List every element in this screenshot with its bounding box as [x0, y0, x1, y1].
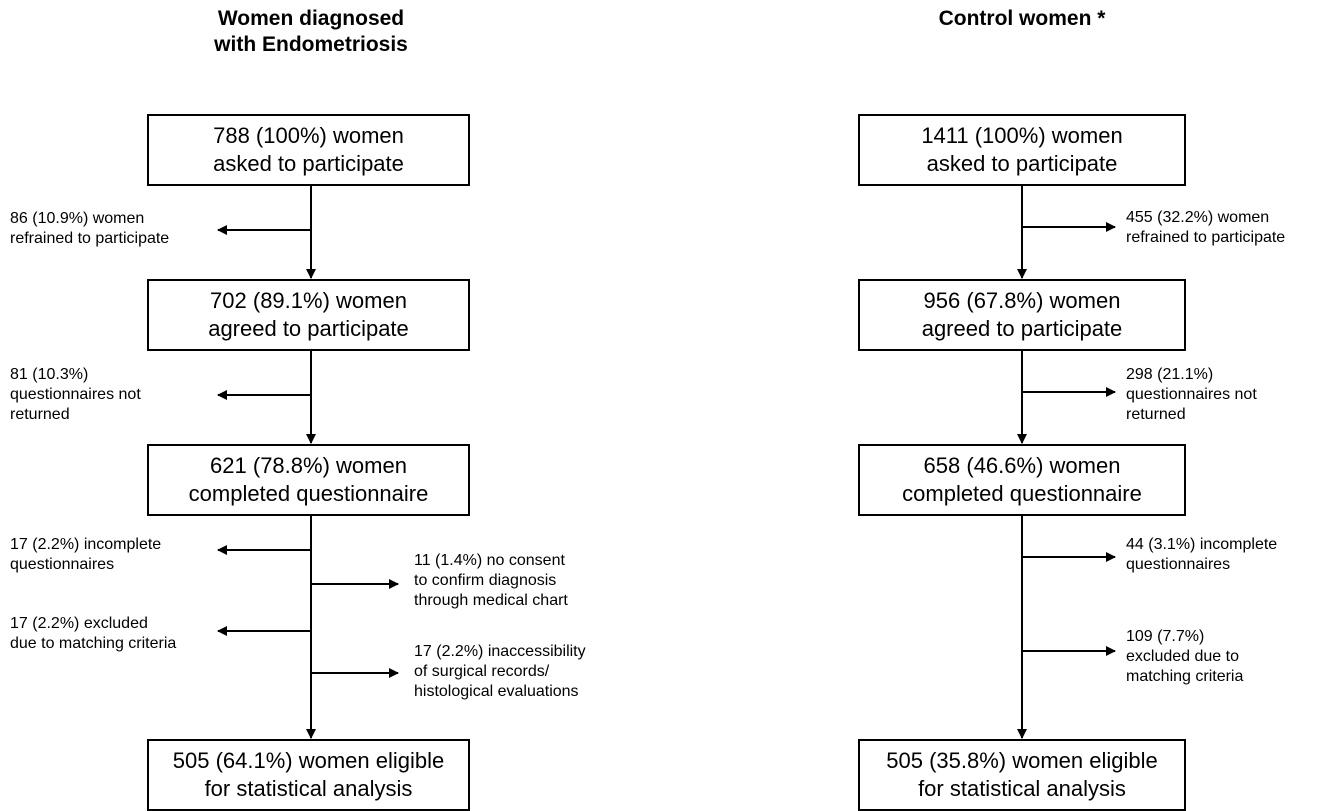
left-box-agreed: 702 (89.1%) women agreed to participate	[147, 279, 470, 351]
right-box-eligible: 505 (35.8%) women eligible for statistic…	[858, 739, 1186, 811]
right-box-eligible-line-2: for statistical analysis	[918, 776, 1126, 801]
left-box-completed: 621 (78.8%) women completed questionnair…	[147, 444, 470, 516]
right-box-completed-line-1: 658 (46.6%) women	[923, 453, 1121, 478]
right-exclusion-matching: 109 (7.7%) excluded due to matching crit…	[1126, 627, 1243, 687]
right-exclusion-matching-line-1: 109 (7.7%)	[1126, 628, 1205, 645]
left-exclusion-inaccessibility-line-3: histological evaluations	[414, 683, 579, 700]
left-exclusion-not-returned: 81 (10.3%) questionnaires not returned	[10, 365, 141, 425]
left-box-completed-line-1: 621 (78.8%) women	[210, 453, 407, 478]
left-exclusion-incomplete: 17 (2.2%) incomplete questionnaires	[10, 535, 161, 575]
left-exclusion-inaccessibility-line-1: 17 (2.2%) inaccessibility	[414, 643, 586, 660]
right-box-agreed-line-2: agreed to participate	[921, 316, 1123, 341]
left-box-eligible-line-2: for statistical analysis	[204, 776, 413, 801]
right-box-asked-line-1: 1411 (100%) women	[921, 123, 1123, 148]
left-box-eligible-line-1: 505 (64.1%) women eligible	[172, 748, 445, 773]
left-exclusion-incomplete-line-1: 17 (2.2%) incomplete	[10, 536, 162, 553]
left-box-asked-line-2: asked to participate	[213, 151, 404, 176]
left-box-agreed-line-2: agreed to participate	[208, 316, 409, 341]
left-exclusion-not-returned-line-1: 81 (10.3%)	[10, 366, 89, 383]
right-column-title: Control women *	[902, 6, 1142, 32]
left-exclusion-refrained-line-2: refrained to participate	[10, 230, 170, 247]
left-exclusion-no-consent-line-3: through medical chart	[414, 592, 568, 609]
right-exclusion-not-returned-line-1: 298 (21.1%)	[1126, 366, 1214, 383]
right-exclusion-incomplete: 44 (3.1%) incomplete questionnaires	[1126, 535, 1277, 575]
right-title-line-1: Control women *	[938, 7, 1106, 30]
right-box-completed-line-2: completed questionnaire	[902, 481, 1142, 506]
right-exclusion-refrained: 455 (32.2%) women refrained to participa…	[1126, 208, 1285, 248]
left-exclusion-inaccessibility: 17 (2.2%) inaccessibility of surgical re…	[414, 642, 586, 702]
right-box-asked-line-2: asked to participate	[926, 151, 1118, 176]
left-exclusion-matching-line-1: 17 (2.2%) excluded	[10, 615, 148, 632]
left-title-line-2: with Endometriosis	[214, 33, 408, 56]
right-box-eligible-line-1: 505 (35.8%) women eligible	[886, 748, 1158, 773]
left-box-agreed-line-1: 702 (89.1%) women	[210, 288, 407, 313]
left-exclusion-no-consent: 11 (1.4%) no consent to confirm diagnosi…	[414, 551, 568, 611]
right-exclusion-matching-line-2: excluded due to	[1126, 648, 1239, 665]
right-exclusion-refrained-line-2: refrained to participate	[1126, 229, 1286, 246]
left-exclusion-inaccessibility-line-2: of surgical records/	[414, 663, 550, 680]
right-exclusion-refrained-line-1: 455 (32.2%) women	[1126, 209, 1270, 226]
right-exclusion-matching-line-3: matching criteria	[1126, 668, 1244, 685]
right-box-asked: 1411 (100%) women asked to participate	[858, 114, 1186, 186]
right-exclusion-incomplete-line-2: questionnaires	[1126, 556, 1231, 573]
left-box-completed-line-2: completed questionnaire	[188, 481, 429, 506]
right-box-completed: 658 (46.6%) women completed questionnair…	[858, 444, 1186, 516]
left-box-asked: 788 (100%) women asked to participate	[147, 114, 470, 186]
right-exclusion-not-returned-line-3: returned	[1126, 406, 1186, 423]
left-exclusion-incomplete-line-2: questionnaires	[10, 556, 115, 573]
left-exclusion-refrained-line-1: 86 (10.9%) women	[10, 210, 145, 227]
left-exclusion-matching-line-2: due to matching criteria	[10, 635, 177, 652]
left-exclusion-refrained: 86 (10.9%) women refrained to participat…	[10, 209, 169, 249]
left-exclusion-no-consent-line-2: to confirm diagnosis	[414, 572, 557, 589]
right-exclusion-not-returned: 298 (21.1%) questionnaires not returned	[1126, 365, 1257, 425]
left-exclusion-not-returned-line-3: returned	[10, 406, 70, 423]
left-exclusion-matching: 17 (2.2%) excluded due to matching crite…	[10, 614, 176, 654]
right-box-agreed-line-1: 956 (67.8%) women	[923, 288, 1121, 313]
right-exclusion-incomplete-line-1: 44 (3.1%) incomplete	[1126, 536, 1278, 553]
left-box-asked-line-1: 788 (100%) women	[213, 123, 404, 148]
left-column-title: Women diagnosed with Endometriosis	[181, 6, 441, 58]
left-exclusion-not-returned-line-2: questionnaires not	[10, 386, 141, 403]
right-box-agreed: 956 (67.8%) women agreed to participate	[858, 279, 1186, 351]
left-title-line-1: Women diagnosed	[217, 7, 405, 30]
left-box-eligible: 505 (64.1%) women eligible for statistic…	[147, 739, 470, 811]
right-exclusion-not-returned-line-2: questionnaires not	[1126, 386, 1257, 403]
left-exclusion-no-consent-line-1: 11 (1.4%) no consent	[414, 552, 565, 569]
